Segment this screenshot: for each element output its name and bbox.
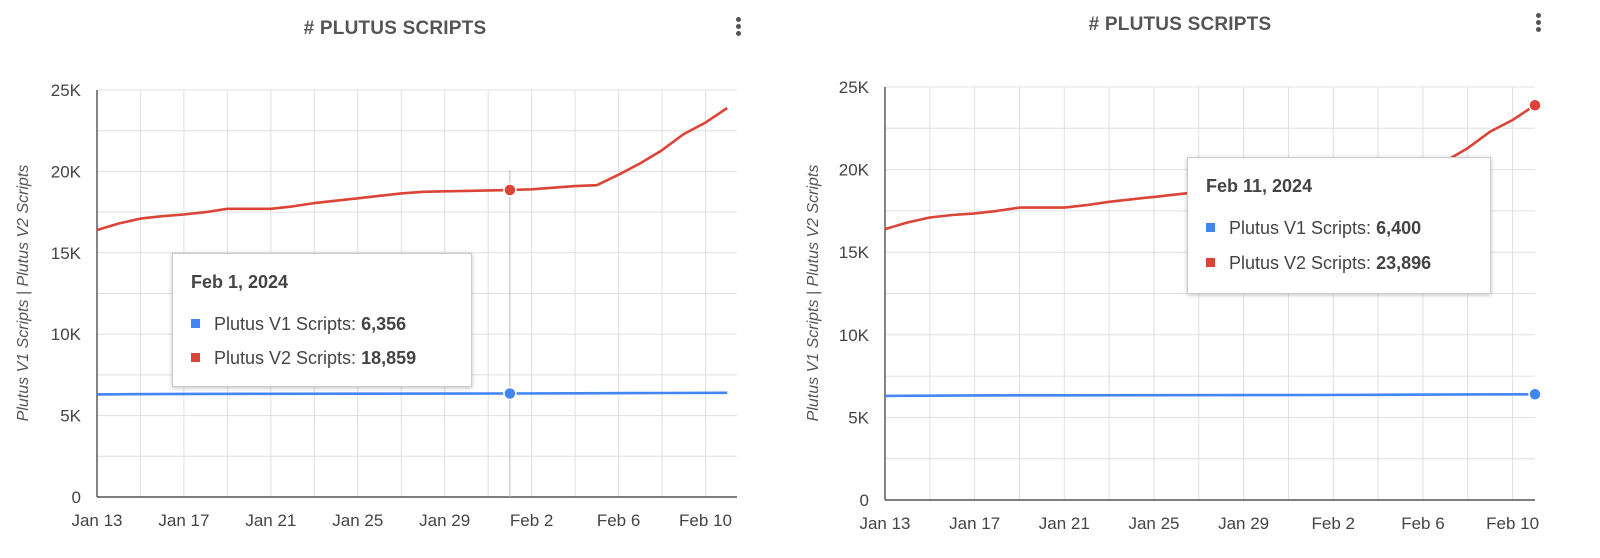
x-tick-label: Jan 25 <box>332 511 383 530</box>
v2-legend-square <box>1206 257 1215 267</box>
x-tick-label: Feb 6 <box>597 511 640 530</box>
chart-title: # PLUTUS SCRIPTS <box>303 18 487 39</box>
y-tick-label: 0 <box>72 488 81 507</box>
tooltip-v2-label: Plutus V2 Scripts: <box>214 348 357 368</box>
y-tick-label: 20K <box>51 162 82 181</box>
y-tick-label: 25K <box>51 81 82 100</box>
tooltip-row-v2: Plutus V2 Scripts: 23,896 <box>1206 253 1431 274</box>
tooltip-row-v1: Plutus V1 Scripts: 6,356 <box>191 314 406 335</box>
y-tick-label: 10K <box>839 326 870 345</box>
highlight-point-v1 <box>1528 387 1542 402</box>
y-tick-label: 20K <box>839 161 870 180</box>
highlight-point-v1 <box>503 386 517 401</box>
highlight-point-v2 <box>1528 98 1542 112</box>
y-axis-title: Plutus V1 Scripts | Plutus V2 Scripts <box>805 165 822 422</box>
series-line-v2 <box>96 106 728 232</box>
x-tick-label: Jan 29 <box>419 511 470 530</box>
v1-legend-square <box>1206 222 1215 232</box>
y-tick-label: 15K <box>839 243 870 262</box>
more-vert-icon[interactable] <box>733 16 743 40</box>
x-tick-label: Jan 17 <box>158 511 209 530</box>
v2-legend-square <box>191 352 200 362</box>
tooltip-date: Feb 1, 2024 <box>191 272 289 292</box>
v1-legend-square <box>191 318 200 328</box>
tooltip-row-v2: Plutus V2 Scripts: 18,859 <box>191 348 416 369</box>
y-axis-title: Plutus V1 Scripts | Plutus V2 Scripts <box>15 165 32 422</box>
tooltip-v1-value: 6,400 <box>1376 218 1422 238</box>
x-tick-label: Jan 21 <box>1039 514 1090 533</box>
tooltip-date: Feb 11, 2024 <box>1206 176 1313 196</box>
more-vert-icon[interactable] <box>1533 12 1543 36</box>
y-tick-label: 0 <box>860 491 869 510</box>
chart-panel-right: # PLUTUS SCRIPTS 0 5K 10K 15K 20K 25K Jan 13 Ja… <box>790 0 1600 558</box>
tooltip: Feb 11, 2024 Plutus V1 Scripts: 6,400 Pl… <box>1187 157 1491 294</box>
line-chart[interactable]: 0 5K 10K 15K 20K 25K Jan 13 Jan 17 Jan 21 Jan 25 J… <box>0 0 790 558</box>
tooltip-v2-label: Plutus V2 Scripts: <box>1229 253 1372 273</box>
series-line-v1 <box>96 391 728 396</box>
x-tick-label: Feb 6 <box>1401 514 1444 533</box>
tooltip-v2-value: 23,896 <box>1376 253 1432 273</box>
y-tick-label: 10K <box>51 325 82 344</box>
tooltip: Feb 1, 2024 Plutus V1 Scripts: 6,356 Plu… <box>172 253 472 387</box>
y-tick-label: 25K <box>839 78 870 97</box>
tooltip-row-v1: Plutus V1 Scripts: 6,400 <box>1206 218 1421 239</box>
x-tick-label: Feb 2 <box>1312 514 1355 533</box>
y-tick-label: 5K <box>60 407 81 426</box>
y-tick-label: 15K <box>51 244 82 263</box>
tooltip-v1-label: Plutus V1 Scripts: <box>214 314 357 334</box>
x-tick-label: Jan 17 <box>949 514 1000 533</box>
x-tick-label: Jan 25 <box>1128 514 1179 533</box>
x-tick-label: Jan 13 <box>71 511 122 530</box>
x-tick-label: Feb 10 <box>679 511 732 530</box>
x-tick-label: Jan 13 <box>859 514 910 533</box>
chart-title: # PLUTUS SCRIPTS <box>1088 14 1272 35</box>
x-tick-label: Jan 21 <box>245 511 296 530</box>
series-line-v1 <box>884 392 1536 398</box>
chart-panel-left: # PLUTUS SCRIPTS 0 5K 10K 15K 20K 25K Jan 13 Ja… <box>0 0 790 558</box>
x-tick-label: Feb 10 <box>1486 514 1539 533</box>
tooltip-v1-label: Plutus V1 Scripts: <box>1229 218 1372 238</box>
tooltip-v2-value: 18,859 <box>361 348 417 368</box>
highlight-point-v2 <box>503 183 517 197</box>
y-tick-label: 5K <box>848 408 869 427</box>
tooltip-v1-value: 6,356 <box>361 314 407 334</box>
x-tick-label: Feb 2 <box>510 511 553 530</box>
x-tick-label: Jan 29 <box>1218 514 1269 533</box>
